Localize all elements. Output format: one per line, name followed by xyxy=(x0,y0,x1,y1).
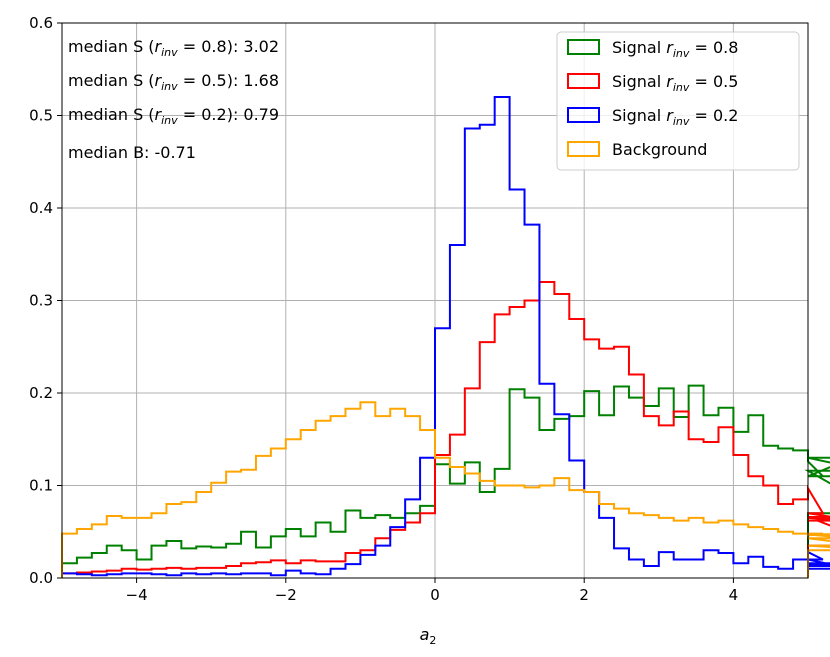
median-annotation: median S (rinv = 0.5): 1.68 xyxy=(68,71,279,93)
y-tick-label: 0.3 xyxy=(29,292,53,310)
series-signal-r-inv-0-2-line xyxy=(61,96,830,578)
x-tick-label: −4 xyxy=(126,586,148,604)
x-tick-label: 0 xyxy=(430,586,440,604)
annotation-prefix: median S ( xyxy=(68,105,155,124)
series-group xyxy=(61,96,830,578)
legend-label: Signal rinv = 0.8 xyxy=(612,38,738,60)
y-tick-label: 0.2 xyxy=(29,384,53,402)
legend-swatch xyxy=(567,73,600,89)
annotation-suffix: = 0.5): 1.68 xyxy=(178,71,279,90)
annotation-suffix: = 0.2): 0.79 xyxy=(178,105,279,124)
annotation-r: r xyxy=(155,37,163,56)
annotation-sub: inv xyxy=(161,114,178,127)
annotation-suffix: = 0.8): 3.02 xyxy=(178,37,279,56)
median-annotation: median S (rinv = 0.2): 0.79 xyxy=(68,105,279,127)
x-tick-label: 4 xyxy=(729,586,739,604)
y-tick-label: 0.5 xyxy=(29,107,53,125)
annotation-sub: inv xyxy=(161,80,178,93)
legend-label: Signal rinv = 0.5 xyxy=(612,72,738,94)
y-axis: 0.0 0.1 0.2 0.3 0.4 0.5 0.6 xyxy=(29,14,62,587)
legend-label: Background xyxy=(612,140,707,159)
series-signal-r-inv-0-5-line xyxy=(61,281,830,578)
x-tick-label: 2 xyxy=(579,586,589,604)
legend: Signal rinv = 0.8 Signal rinv = 0.5 Signal… xyxy=(556,31,800,171)
legend-label: Signal rinv = 0.2 xyxy=(612,106,738,128)
annotation-r: r xyxy=(155,105,163,124)
x-tick-label: −2 xyxy=(275,586,297,604)
y-tick-label: 0.1 xyxy=(29,477,53,495)
legend-swatch xyxy=(567,141,600,157)
series-background-line xyxy=(61,401,830,578)
legend-box xyxy=(556,31,800,171)
legend-swatch xyxy=(567,39,600,55)
annotation-r: r xyxy=(155,71,163,90)
x-axis-label-main: a xyxy=(420,625,430,644)
median-annotation: median B: -0.71 xyxy=(68,143,196,162)
y-tick-label: 0.6 xyxy=(29,14,53,32)
annotation-sub: inv xyxy=(161,46,178,59)
annotation-prefix: median S ( xyxy=(68,71,155,90)
y-tick-label: 0.4 xyxy=(29,199,53,217)
legend-swatch xyxy=(567,107,600,123)
x-axis-label-sub: 2 xyxy=(429,634,436,647)
x-axis-label: a2 xyxy=(420,625,437,647)
y-tick-label: 0.0 xyxy=(29,569,53,587)
median-annotation: median S (rinv = 0.8): 3.02 xyxy=(68,37,279,59)
x-axis: −4 −2 0 2 4 xyxy=(126,578,739,604)
annotation-prefix: median S ( xyxy=(68,37,155,56)
series-signal-r-inv-0-8-line xyxy=(61,384,830,578)
